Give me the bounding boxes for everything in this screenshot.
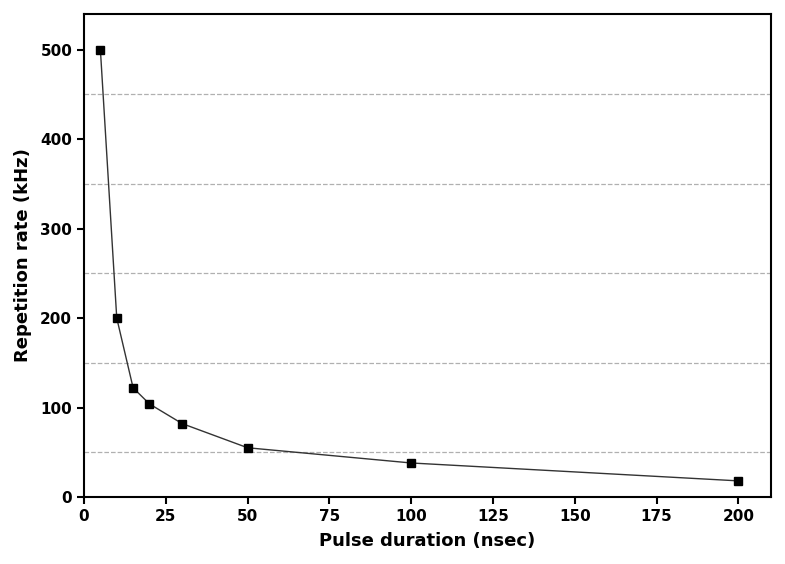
X-axis label: Pulse duration (nsec): Pulse duration (nsec) bbox=[319, 532, 535, 550]
Y-axis label: Repetition rate (kHz): Repetition rate (kHz) bbox=[14, 148, 32, 362]
